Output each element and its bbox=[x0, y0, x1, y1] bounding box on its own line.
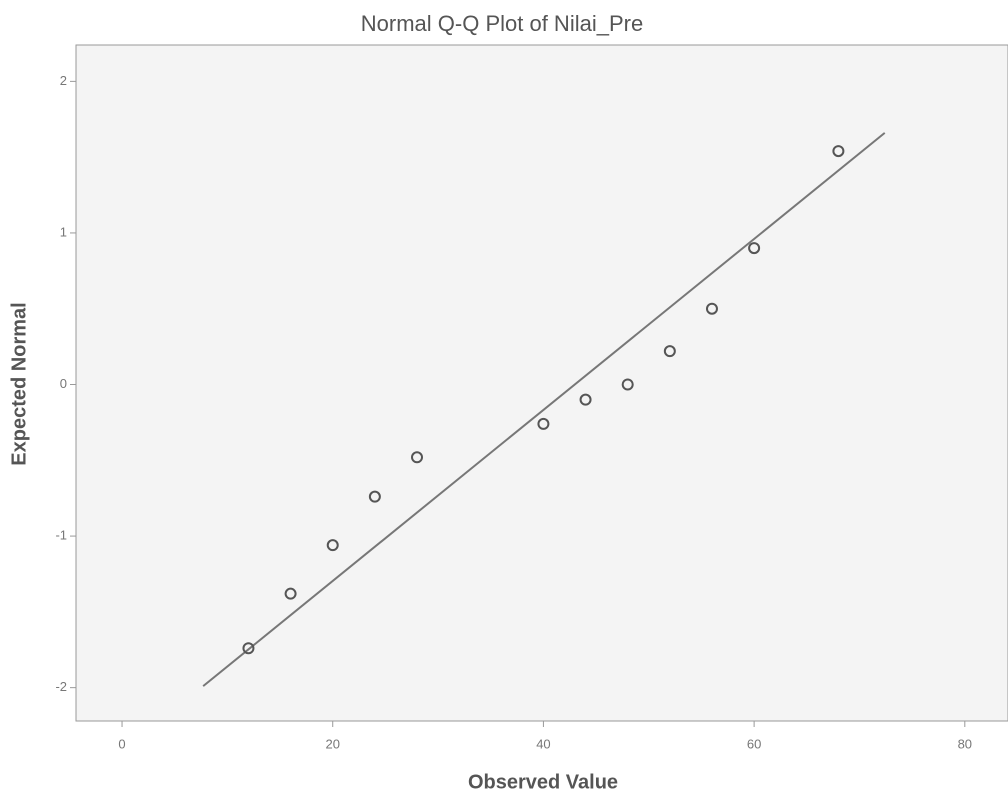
point bbox=[579, 393, 592, 406]
point bbox=[242, 642, 255, 655]
y-tick-label: 1 bbox=[60, 224, 67, 239]
point bbox=[411, 451, 424, 464]
point bbox=[621, 378, 634, 391]
x-tick-label: 80 bbox=[958, 736, 972, 751]
x-tick-label: 20 bbox=[325, 736, 339, 751]
y-tick-label: 0 bbox=[60, 376, 67, 391]
point bbox=[705, 302, 718, 315]
point bbox=[284, 587, 297, 600]
point bbox=[832, 145, 845, 158]
chart-title: Normal Q-Q Plot of Nilai_Pre bbox=[361, 11, 643, 36]
x-axis-label: Observed Value bbox=[468, 771, 618, 793]
x-tick-label: 60 bbox=[747, 736, 761, 751]
x-tick-label: 40 bbox=[536, 736, 550, 751]
y-tick-label: -1 bbox=[55, 528, 67, 543]
x-tick-label: 0 bbox=[118, 736, 125, 751]
y-tick-label: -2 bbox=[55, 679, 67, 694]
point bbox=[663, 345, 676, 358]
point bbox=[537, 417, 550, 430]
point bbox=[326, 539, 339, 552]
reference-line bbox=[202, 132, 886, 687]
y-axis-label: Expected Normal bbox=[8, 302, 30, 465]
y-tick-label: 2 bbox=[60, 73, 67, 88]
point bbox=[368, 490, 381, 503]
point bbox=[748, 242, 761, 255]
